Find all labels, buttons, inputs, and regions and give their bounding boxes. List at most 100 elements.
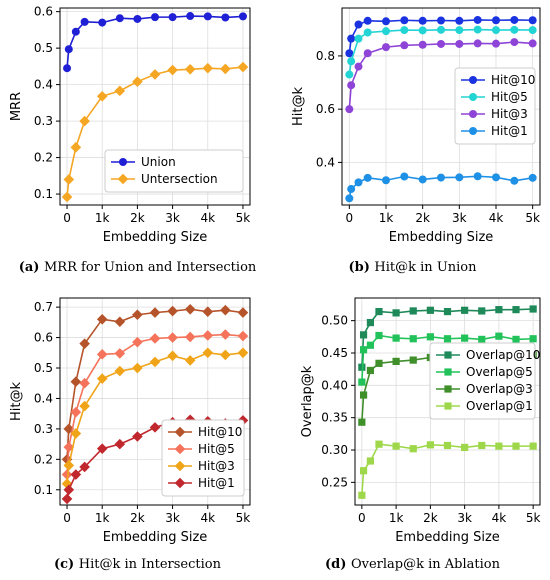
data-point <box>358 418 366 426</box>
legend-marker <box>444 351 452 359</box>
y-tick-label: 0.2 <box>34 151 53 165</box>
data-point <box>443 307 452 316</box>
legend <box>429 342 536 420</box>
data-point <box>443 335 452 343</box>
legend-label: Overlap@1 <box>466 399 533 413</box>
data-point <box>495 442 503 450</box>
data-point <box>132 362 143 374</box>
y-tick-label: 0.5 <box>34 41 53 55</box>
data-point <box>495 332 503 340</box>
legend-label: Overlap@3 <box>466 382 533 396</box>
data-point <box>203 12 212 21</box>
data-point <box>354 178 363 187</box>
y-tick-label: 0.6 <box>316 102 335 116</box>
data-point <box>400 26 409 35</box>
data-point <box>61 493 73 505</box>
legend-label: Hit@5 <box>491 90 528 104</box>
data-point <box>366 341 375 349</box>
data-point <box>409 335 417 343</box>
data-point <box>375 440 383 448</box>
data-point <box>512 335 520 343</box>
data-point <box>529 305 537 313</box>
data-point <box>345 194 354 203</box>
data-point <box>237 330 249 342</box>
data-point <box>133 14 142 23</box>
data-point <box>478 335 486 343</box>
data-point <box>79 377 90 389</box>
data-point <box>132 76 143 87</box>
x-tick-label: 5k <box>525 211 540 225</box>
legend-label: Hit@1 <box>198 476 235 490</box>
x-axis-label: Embedding Size <box>103 230 208 245</box>
chart-panel-3: 0 1k 2k 3k 4k 5k 0.1 0.2 0.3 0.4 0.5 0.6 0.7 Embeddin… <box>9 297 251 545</box>
data-point <box>478 307 486 315</box>
data-point <box>237 307 249 318</box>
data-point <box>382 17 390 26</box>
data-point <box>220 63 231 75</box>
data-point <box>443 441 452 450</box>
y-tick-label: 0.6 <box>34 331 53 345</box>
y-tick-label: 0.30 <box>321 443 348 457</box>
legend-marker <box>469 127 477 135</box>
legend-marker <box>444 402 452 410</box>
data-point <box>184 331 196 343</box>
plot-frame <box>354 297 541 506</box>
data-point <box>61 469 73 480</box>
data-point <box>426 306 434 314</box>
legend-label: Hit@5 <box>198 442 235 456</box>
data-point <box>409 445 417 453</box>
data-point <box>392 357 400 365</box>
data-point <box>221 13 230 22</box>
data-point <box>61 478 73 489</box>
data-point <box>184 63 196 75</box>
x-tick-label: 3k <box>165 511 180 525</box>
data-point <box>79 461 90 473</box>
chart-panel-4: 0 1k 2k 3k 4k 5k 0.25 0.30 0.35 0.40 0.45 0.50 Embed… <box>300 297 541 545</box>
legend <box>161 419 245 497</box>
data-point <box>359 467 368 475</box>
data-point <box>437 16 445 25</box>
x-tick-label: 3k <box>452 211 467 225</box>
data-point <box>354 20 363 29</box>
x-tick-label: 0 <box>63 211 71 225</box>
data-point <box>473 172 482 181</box>
data-point <box>473 15 482 24</box>
data-point <box>366 457 375 465</box>
data-point <box>186 12 195 21</box>
x-tick-label: 0 <box>346 211 354 225</box>
x-tick-label: 1k <box>379 211 394 225</box>
legend-label: Hit@3 <box>198 459 235 473</box>
series-line <box>361 443 534 496</box>
data-point <box>492 16 500 25</box>
data-point <box>363 49 372 58</box>
data-point <box>418 16 427 25</box>
series-line <box>348 19 533 54</box>
data-point <box>98 18 107 27</box>
data-point <box>492 39 500 48</box>
data-point <box>528 16 537 25</box>
y-tick-label: 0.1 <box>34 483 53 497</box>
data-point <box>363 28 372 37</box>
y-tick-label: 0.7 <box>34 300 53 314</box>
data-point <box>80 17 89 26</box>
data-point <box>61 454 73 465</box>
y-tick-label: 0.2 <box>34 452 53 466</box>
x-axis-label: Embedding Size <box>395 530 500 545</box>
y-tick-label: 0.8 <box>316 49 335 63</box>
x-tick-label: 4k <box>200 211 215 225</box>
data-point <box>359 331 368 339</box>
legend-marker <box>174 426 186 438</box>
data-point <box>79 338 90 349</box>
caption-letter: (a) <box>18 260 44 275</box>
data-point <box>238 12 247 21</box>
caption-text: Hit@k in Intersection <box>78 557 221 572</box>
data-point <box>167 332 178 343</box>
data-point <box>366 366 375 375</box>
data-point <box>512 306 520 314</box>
data-point <box>70 142 82 153</box>
data-point <box>70 428 82 439</box>
data-point <box>149 333 161 344</box>
chart-panel-1: 0 1k 2k 3k 4k 5k 0.1 0.2 0.3 0.4 0.5 0.6 Embedding S… <box>9 5 251 245</box>
data-point <box>418 26 427 35</box>
data-point <box>510 25 519 34</box>
